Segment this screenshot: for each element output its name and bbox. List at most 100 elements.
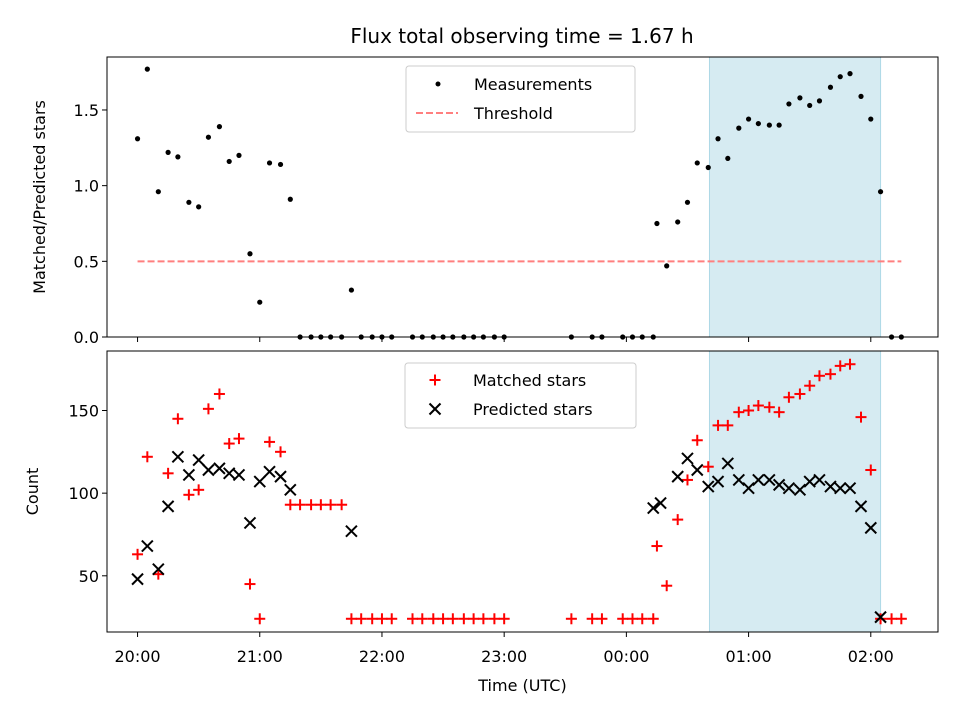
- measurement-point: [877, 189, 884, 195]
- predicted-star-point-stroke-1: [202, 463, 215, 477]
- predicted-star-point: [691, 463, 704, 477]
- matched-star-point: [223, 438, 235, 450]
- matched-star-point: [733, 406, 745, 418]
- measurement-point: [257, 299, 263, 305]
- measurement-point: [205, 134, 212, 140]
- predicted-star-point: [263, 465, 276, 478]
- legend-marker-predicted: [428, 402, 442, 416]
- measurement-point: [858, 93, 864, 99]
- measurement-point: [196, 204, 202, 210]
- predicted-star-point: [202, 463, 215, 477]
- predicted-star-point: [161, 500, 175, 513]
- count-xtick-label: 02:00: [848, 647, 894, 666]
- measurement-point: [236, 152, 242, 158]
- matched-star-point: [213, 388, 225, 400]
- predicted-star-point-stroke-1: [732, 473, 746, 487]
- count-ytick-label: 50: [79, 567, 99, 586]
- measurement-point: [247, 251, 253, 257]
- matched-star-point: [586, 613, 598, 625]
- matched-star-point: [264, 436, 276, 448]
- matched-star-point: [254, 613, 266, 625]
- matched-star-point: [702, 461, 714, 473]
- measurement-point: [694, 160, 700, 166]
- matched-star-point: [284, 499, 296, 511]
- matched-star-point: [355, 613, 367, 625]
- matched-star-point: [437, 613, 449, 625]
- matched-star-point: [813, 370, 825, 382]
- matched-star-point: [447, 613, 459, 625]
- matched-star-point: [305, 499, 317, 511]
- matched-star-point: [617, 613, 629, 625]
- predicted-star-point-stroke-1: [131, 572, 144, 586]
- predicted-star-point-stroke-1: [171, 450, 185, 463]
- matched-star-point: [844, 358, 856, 370]
- predicted-star-point-stroke-1: [711, 475, 725, 488]
- matched-star-point: [804, 380, 816, 392]
- matched-star-point: [376, 613, 388, 625]
- count-panel: 50 100 150 20:00 21:00 22:00 23:00 00:00 01:00 02…: [23, 350, 939, 695]
- matched-star-point: [783, 391, 795, 403]
- predicted-star-point-stroke-1: [263, 465, 276, 478]
- predicted-star-point: [752, 473, 765, 487]
- predicted-star-point-stroke-1: [243, 516, 257, 530]
- predicted-star-point-stroke-1: [141, 539, 154, 553]
- measurement-point: [287, 196, 293, 202]
- matched-star-point: [172, 413, 184, 425]
- predicted-star-point: [243, 516, 257, 530]
- predicted-star-point-stroke-1: [752, 473, 765, 487]
- measurement-point: [837, 74, 843, 80]
- matched-star-point: [233, 433, 245, 445]
- matched-star-point: [752, 400, 764, 412]
- matched-star-point: [712, 419, 724, 431]
- matched-star-point: [336, 499, 348, 511]
- ratio-y-axis-label: Matched/Predicted stars: [30, 100, 49, 294]
- predicted-star-point: [824, 480, 837, 493]
- legend-predicted-glyph-stroke-1: [428, 402, 442, 416]
- matched-star-point: [865, 464, 877, 476]
- ratio-legend-box: [405, 65, 636, 133]
- predicted-star-point: [702, 480, 715, 493]
- predicted-star-point: [854, 500, 868, 513]
- count-xtick-label: 21:00: [237, 647, 283, 666]
- predicted-star-point-stroke-1: [681, 452, 694, 465]
- predicted-star-point: [874, 610, 887, 624]
- matched-star-point: [345, 613, 357, 625]
- measurement-point: [134, 136, 141, 142]
- matched-star-point: [468, 613, 480, 625]
- measurement-point: [816, 98, 823, 104]
- measurement-point: [847, 71, 853, 77]
- predicted-star-point-stroke-1: [192, 453, 205, 467]
- measurement-point: [348, 287, 355, 293]
- predicted-star-point: [813, 473, 826, 487]
- matched-star-point: [183, 489, 195, 501]
- predicted-star-point: [803, 475, 816, 488]
- x-axis-label: Time (UTC): [477, 676, 566, 695]
- matched-star-point: [294, 499, 306, 511]
- matched-star-point: [202, 403, 214, 415]
- matched-star-point: [722, 419, 734, 431]
- matched-star-point: [488, 613, 500, 625]
- predicted-star-point: [284, 483, 297, 497]
- predicted-star-point-stroke-1: [864, 521, 877, 535]
- matched-star-point: [681, 474, 693, 486]
- matched-star-point: [244, 578, 256, 590]
- predicted-star-point-stroke-1: [345, 524, 358, 538]
- count-legend: Matched stars Predicted stars: [404, 362, 637, 429]
- ratio-panel-frame: [106, 56, 939, 338]
- legend-label-threshold: Threshold: [473, 104, 553, 123]
- predicted-star-point-stroke-1: [152, 562, 165, 576]
- measurement-point: [684, 199, 691, 205]
- matched-star-point: [743, 405, 755, 417]
- predicted-star-point-stroke-1: [274, 470, 287, 483]
- ratio-legend: Measurements Threshold: [405, 65, 636, 133]
- predicted-star-point: [345, 524, 358, 538]
- count-panel-frame: [106, 350, 939, 633]
- measurement-point: [807, 102, 813, 109]
- matched-star-point: [325, 499, 337, 511]
- ratio-ytick-label: 1.0: [74, 177, 99, 196]
- predicted-star-point-stroke-1: [647, 501, 660, 515]
- predicted-star-point: [171, 450, 185, 463]
- matched-star-point: [626, 613, 638, 625]
- predicted-star-point-stroke-1: [854, 500, 868, 513]
- matched-star-point: [794, 388, 806, 400]
